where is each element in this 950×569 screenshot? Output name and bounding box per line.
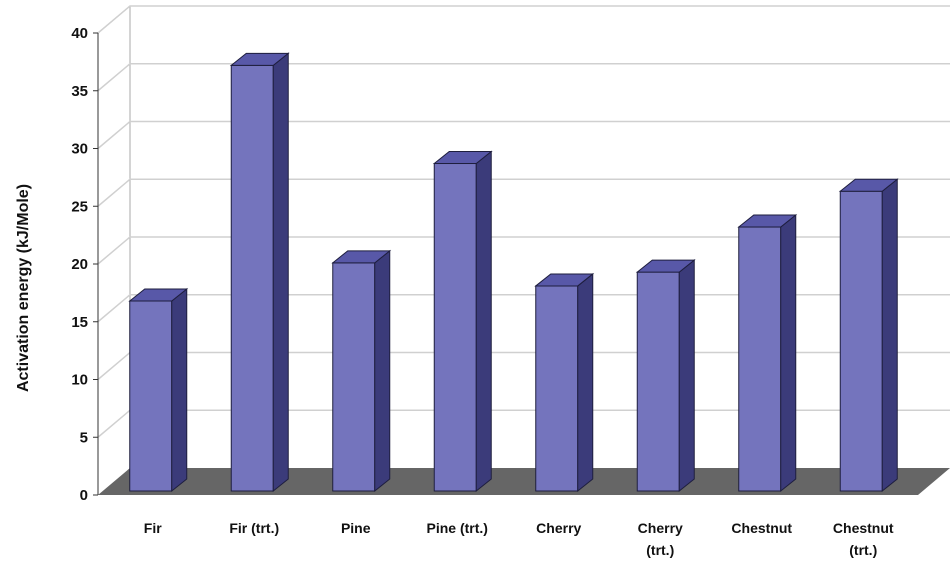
x-tick-label: Chestnut (731, 520, 792, 536)
bar (737, 213, 798, 493)
chart-walls (97, 5, 950, 495)
bar-front-face (332, 262, 376, 492)
gridline (97, 351, 950, 381)
gridlines (97, 5, 950, 438)
bar (534, 272, 595, 493)
bar-top-face (128, 288, 189, 302)
bar-top-face (737, 214, 798, 228)
x-tick-label: Chestnut (833, 520, 894, 536)
bar-top-face (838, 178, 899, 192)
bar-side-face (678, 259, 695, 493)
y-axis: 0 5 10 15 20 25 30 35 40 (71, 25, 99, 504)
y-tick-label: 0 (80, 487, 88, 504)
y-tick-label: 35 (71, 83, 88, 100)
x-tick-label: Cherry (638, 520, 683, 536)
bar-side-face (475, 150, 492, 493)
chart-floor (98, 468, 950, 495)
y-tick-label: 10 (71, 372, 88, 389)
bar (432, 150, 493, 493)
y-tick-label: 5 (80, 429, 88, 446)
bar (838, 178, 899, 493)
bar-side-face (780, 213, 797, 493)
bar (229, 52, 290, 493)
y-tick-label: 20 (71, 256, 88, 273)
x-tick-label: (trt.) (849, 542, 877, 558)
gridline (97, 178, 950, 207)
x-tick-label: Pine (341, 520, 371, 536)
y-tick-label: 15 (71, 314, 88, 331)
bar-side-face (577, 272, 594, 493)
bar-side-face (374, 249, 391, 493)
x-axis-labels: Fir Fir (trt.) Pine Pine (trt.) Cherry Cherry… (144, 520, 894, 558)
bar-top-face (229, 52, 290, 66)
y-tick-label: 40 (71, 25, 88, 42)
bar-front-face (535, 285, 579, 492)
bar-front-face (129, 300, 173, 492)
x-tick-label: Cherry (536, 520, 581, 536)
bars (128, 52, 899, 493)
gridline (97, 5, 950, 34)
gridline (97, 236, 950, 265)
bar-front-face (636, 271, 680, 492)
bar-front-face (230, 64, 274, 492)
floor-plane (98, 468, 950, 495)
bar-side-face (171, 287, 188, 493)
x-tick-label: Pine (trt.) (427, 520, 488, 536)
y-tick-label: 30 (71, 141, 88, 158)
gridline (97, 120, 950, 150)
y-axis-label: Activation energy (kJ/Mole) (15, 184, 32, 392)
x-tick-label: (trt.) (646, 542, 674, 558)
x-tick-label: Fir (trt.) (229, 520, 279, 536)
bar-front-face (433, 163, 477, 492)
bar (635, 259, 696, 493)
bar (331, 249, 392, 493)
bar-side-face (881, 178, 898, 493)
bar-side-face (272, 52, 289, 493)
bar (128, 287, 189, 493)
bar-top-face (534, 273, 595, 287)
bar-front-face (738, 226, 782, 492)
bar-top-face (331, 250, 392, 264)
gridline (97, 63, 950, 92)
gridline (97, 409, 950, 438)
x-tick-label: Fir (144, 520, 162, 536)
gridline (97, 294, 950, 323)
bar-front-face (839, 190, 883, 492)
y-tick-label: 25 (71, 198, 88, 215)
bar-top-face (635, 259, 696, 273)
bar-top-face (432, 151, 493, 165)
